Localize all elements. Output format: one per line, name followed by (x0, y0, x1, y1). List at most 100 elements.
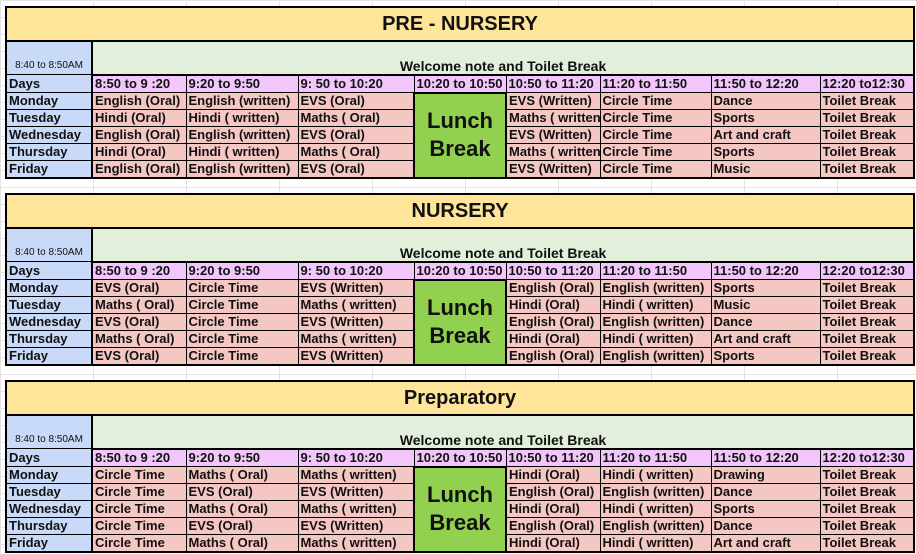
subject-cell[interactable]: Circle Time (185, 279, 299, 297)
subject-cell[interactable]: EVS (Oral) (91, 313, 187, 331)
lunch-break-cell[interactable]: Lunch Break (413, 91, 507, 179)
day-label[interactable]: Monday (5, 92, 93, 110)
lunch-break-cell[interactable]: Lunch Break (413, 278, 507, 366)
days-header[interactable]: Days (5, 74, 93, 93)
subject-cell[interactable]: Toilet Break (819, 126, 915, 144)
subject-cell[interactable]: EVS (Written) (297, 279, 415, 297)
subject-cell[interactable]: EVS (Written) (505, 126, 601, 144)
time-slot-header[interactable]: 11:20 to 11:50 (599, 448, 712, 467)
subject-cell[interactable]: English (Oral) (505, 517, 601, 535)
subject-cell[interactable]: Maths ( written) (297, 534, 415, 553)
subject-cell[interactable]: English (written) (185, 92, 299, 110)
subject-cell[interactable]: Maths ( Oral) (185, 534, 299, 553)
time-slot-header[interactable]: 12:20 to12:30 (819, 261, 915, 280)
subject-cell[interactable]: Art and craft (710, 534, 821, 553)
subject-cell[interactable]: Sports (710, 143, 821, 161)
subject-cell[interactable]: EVS (Oral) (297, 126, 415, 144)
subject-cell[interactable]: Hindi (Oral) (91, 109, 187, 127)
subject-cell[interactable]: Toilet Break (819, 347, 915, 366)
subject-cell[interactable]: Sports (710, 500, 821, 518)
subject-cell[interactable]: EVS (Oral) (297, 160, 415, 179)
subject-cell[interactable]: Toilet Break (819, 534, 915, 553)
subject-cell[interactable]: EVS (Written) (297, 347, 415, 366)
day-label[interactable]: Thursday (5, 517, 93, 535)
subject-cell[interactable]: Hindi ( written) (599, 330, 712, 348)
day-label[interactable]: Wednesday (5, 313, 93, 331)
day-label[interactable]: Tuesday (5, 109, 93, 127)
days-header[interactable]: Days (5, 448, 93, 467)
subject-cell[interactable]: English (Oral) (505, 313, 601, 331)
subject-cell[interactable]: EVS (Written) (297, 313, 415, 331)
day-label[interactable]: Tuesday (5, 296, 93, 314)
subject-cell[interactable]: Toilet Break (819, 313, 915, 331)
day-label[interactable]: Tuesday (5, 483, 93, 501)
subject-cell[interactable]: Art and craft (710, 126, 821, 144)
time-slot-header[interactable]: 9: 50 to 10:20 (297, 448, 415, 467)
subject-cell[interactable]: EVS (Written) (297, 483, 415, 501)
time-slot-header[interactable]: 11:50 to 12:20 (710, 448, 821, 467)
subject-cell[interactable]: English (written) (599, 517, 712, 535)
subject-cell[interactable]: Maths ( Oral) (185, 466, 299, 484)
subject-cell[interactable]: Maths ( written) (297, 466, 415, 484)
welcome-time[interactable]: 8:40 to 8:50AM (5, 414, 93, 449)
subject-cell[interactable]: Maths ( written) (505, 109, 601, 127)
subject-cell[interactable]: English (Oral) (91, 126, 187, 144)
subject-cell[interactable]: EVS (Written) (505, 160, 601, 179)
subject-cell[interactable]: Toilet Break (819, 109, 915, 127)
day-label[interactable]: Friday (5, 160, 93, 179)
subject-cell[interactable]: Circle Time (91, 483, 187, 501)
subject-cell[interactable]: Circle Time (91, 500, 187, 518)
subject-cell[interactable]: English (written) (185, 126, 299, 144)
subject-cell[interactable]: Sports (710, 279, 821, 297)
subject-cell[interactable]: EVS (Oral) (91, 347, 187, 366)
time-slot-header[interactable]: 8:50 to 9 :20 (91, 261, 187, 280)
subject-cell[interactable]: Hindi ( written) (185, 143, 299, 161)
subject-cell[interactable]: Maths ( written) (297, 330, 415, 348)
time-slot-header[interactable]: 10:50 to 11:20 (505, 261, 601, 280)
subject-cell[interactable]: Toilet Break (819, 279, 915, 297)
subject-cell[interactable]: Hindi ( written) (599, 534, 712, 553)
subject-cell[interactable]: EVS (Oral) (185, 517, 299, 535)
time-slot-header[interactable]: 10:20 to 10:50 (413, 261, 507, 280)
subject-cell[interactable]: Maths ( written) (505, 143, 601, 161)
subject-cell[interactable]: Circle Time (599, 109, 712, 127)
welcome-time[interactable]: 8:40 to 8:50AM (5, 40, 93, 75)
days-header[interactable]: Days (5, 261, 93, 280)
subject-cell[interactable]: Maths ( written) (297, 500, 415, 518)
subject-cell[interactable]: Circle Time (599, 160, 712, 179)
time-slot-header[interactable]: 10:50 to 11:20 (505, 74, 601, 93)
time-slot-header[interactable]: 9: 50 to 10:20 (297, 261, 415, 280)
subject-cell[interactable]: Dance (710, 92, 821, 110)
subject-cell[interactable]: Hindi (Oral) (91, 143, 187, 161)
subject-cell[interactable]: Hindi (Oral) (505, 296, 601, 314)
time-slot-header[interactable]: 10:50 to 11:20 (505, 448, 601, 467)
time-slot-header[interactable]: 12:20 to12:30 (819, 448, 915, 467)
subject-cell[interactable]: Music (710, 160, 821, 179)
subject-cell[interactable]: English (written) (185, 160, 299, 179)
welcome-note[interactable]: Welcome note and Toilet Break (91, 414, 915, 450)
subject-cell[interactable]: English (written) (599, 483, 712, 501)
section-title[interactable]: Preparatory (5, 380, 915, 416)
subject-cell[interactable]: Circle Time (91, 534, 187, 553)
subject-cell[interactable]: Hindi ( written) (185, 109, 299, 127)
subject-cell[interactable]: Circle Time (599, 143, 712, 161)
subject-cell[interactable]: Hindi (Oral) (505, 466, 601, 484)
day-label[interactable]: Friday (5, 347, 93, 366)
time-slot-header[interactable]: 8:50 to 9 :20 (91, 448, 187, 467)
subject-cell[interactable]: Music (710, 296, 821, 314)
subject-cell[interactable]: Hindi (Oral) (505, 534, 601, 553)
time-slot-header[interactable]: 11:20 to 11:50 (599, 261, 712, 280)
subject-cell[interactable]: English (Oral) (91, 160, 187, 179)
subject-cell[interactable]: Maths ( Oral) (185, 500, 299, 518)
time-slot-header[interactable]: 11:20 to 11:50 (599, 74, 712, 93)
subject-cell[interactable]: Maths ( Oral) (297, 109, 415, 127)
subject-cell[interactable]: English (Oral) (505, 347, 601, 366)
subject-cell[interactable]: EVS (Written) (505, 92, 601, 110)
subject-cell[interactable]: Hindi (Oral) (505, 330, 601, 348)
subject-cell[interactable]: Toilet Break (819, 330, 915, 348)
time-slot-header[interactable]: 9: 50 to 10:20 (297, 74, 415, 93)
subject-cell[interactable]: Circle Time (185, 347, 299, 366)
day-label[interactable]: Monday (5, 279, 93, 297)
section-title[interactable]: PRE - NURSERY (5, 6, 915, 42)
subject-cell[interactable]: English (Oral) (505, 483, 601, 501)
